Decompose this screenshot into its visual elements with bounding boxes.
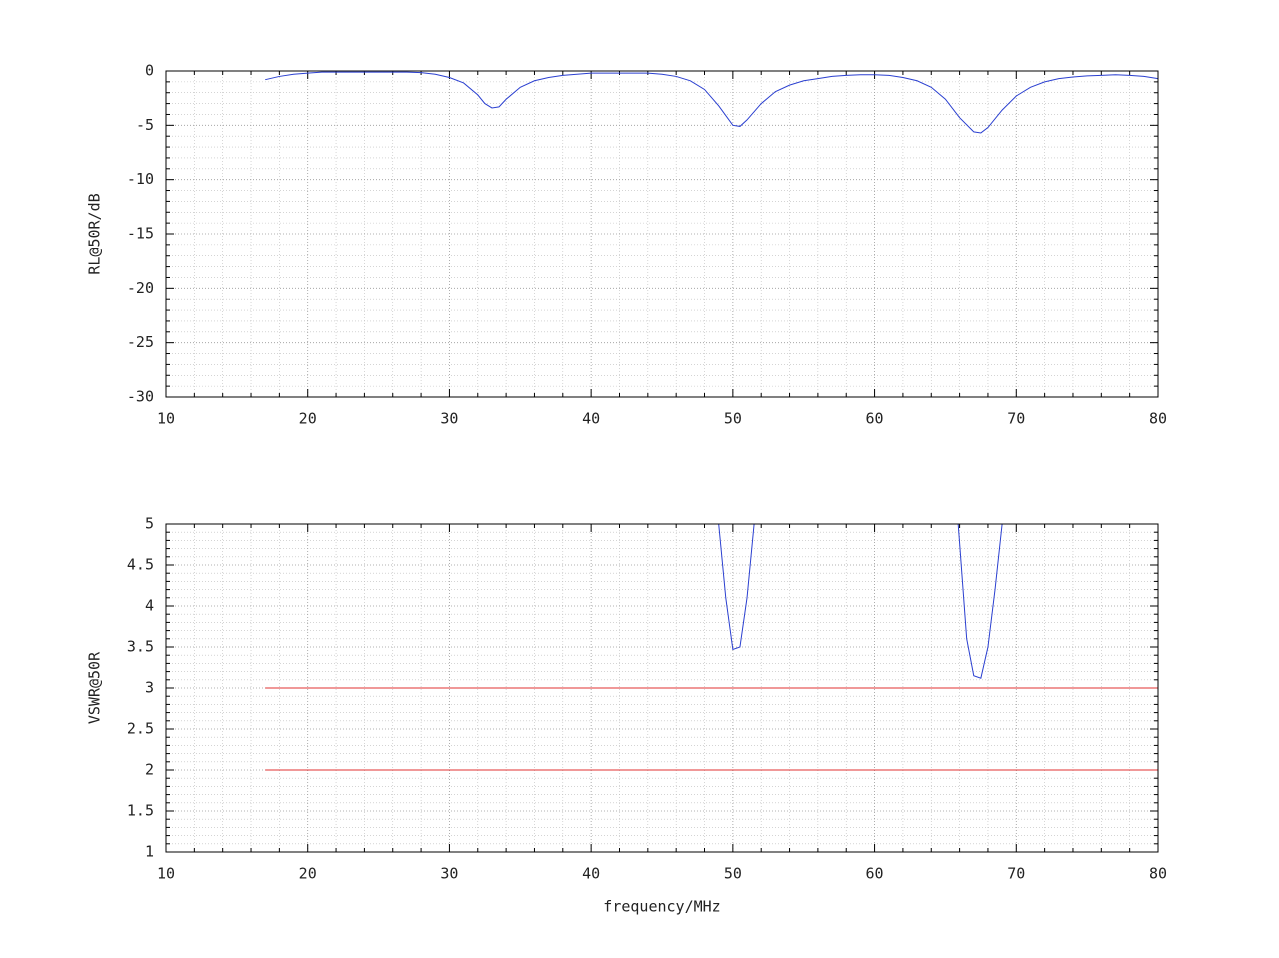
x-tick-label: 30 (440, 410, 458, 428)
x-tick-label: 40 (582, 410, 600, 428)
y-tick-label: 2.5 (127, 720, 154, 738)
x-tick-label: 50 (724, 865, 742, 883)
x-tick-label: 10 (157, 865, 175, 883)
y-tick-label: -25 (127, 333, 154, 351)
y-tick-label: 2 (145, 761, 154, 779)
x-tick-label: 40 (582, 865, 600, 883)
data-line (265, 71, 1158, 134)
x-tick-label: 30 (440, 865, 458, 883)
x-tick-label: 60 (866, 410, 884, 428)
y-tick-label: 5 (145, 515, 154, 533)
data-line (718, 524, 755, 651)
x-tick-label: 80 (1149, 410, 1167, 428)
y-tick-label: -15 (127, 225, 154, 243)
x-tick-label: 20 (299, 410, 317, 428)
y-tick-label: -10 (127, 170, 154, 188)
y-tick-label: -20 (127, 279, 154, 297)
y-tick-label: 0 (145, 62, 154, 80)
y-tick-label: 1.5 (127, 802, 154, 820)
y-tick-label: 4.5 (127, 556, 154, 574)
x-tick-label: 10 (157, 410, 175, 428)
x-tick-label: 70 (1007, 410, 1025, 428)
plot-area (265, 524, 1158, 771)
x-tick-label: 20 (299, 865, 317, 883)
y-axis-label: RL@50R/dB (86, 193, 104, 274)
x-tick-label: 70 (1007, 865, 1025, 883)
y-axis-label: VSWR@50R (86, 651, 104, 724)
axes-frame (165, 70, 1159, 398)
x-tick-label: 80 (1149, 865, 1167, 883)
data-line (957, 524, 1003, 679)
x-tick-label: 50 (724, 410, 742, 428)
x-axis-label: frequency/MHz (603, 898, 720, 916)
y-tick-label: -30 (127, 388, 154, 406)
x-tick-label: 60 (866, 865, 884, 883)
y-tick-label: 4 (145, 597, 154, 615)
axes-frame (165, 523, 1159, 853)
y-tick-label: 3.5 (127, 638, 154, 656)
y-tick-label: 1 (145, 843, 154, 861)
y-tick-label: -5 (136, 116, 154, 134)
y-tick-label: 3 (145, 679, 154, 697)
plot-area (265, 71, 1158, 134)
